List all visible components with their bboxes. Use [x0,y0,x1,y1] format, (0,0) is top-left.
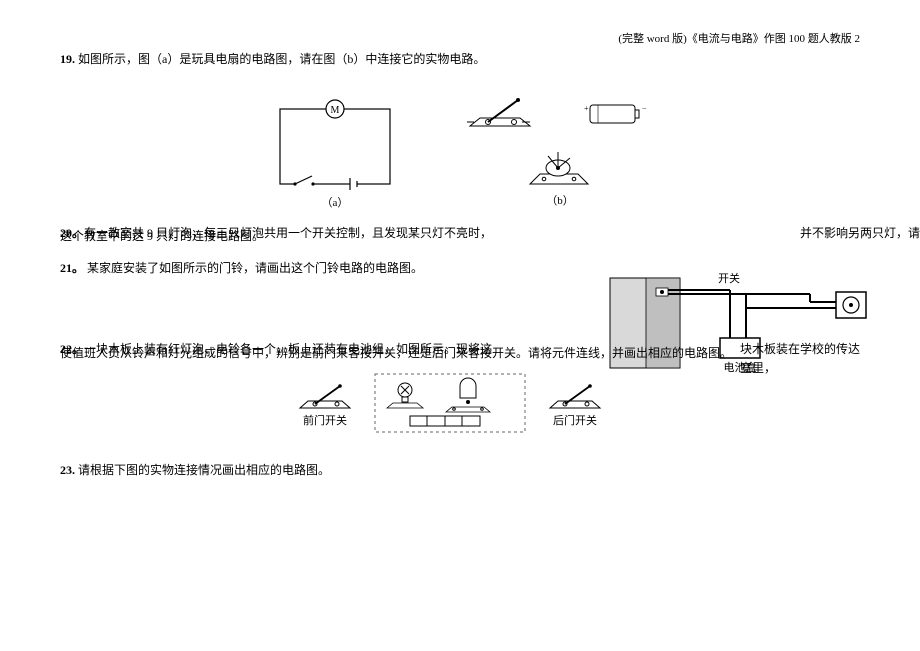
svg-text:前门开关: 前门开关 [303,413,347,427]
q22-figure: 前门开关 [60,372,860,437]
svg-text:后门开关: 后门开关 [553,413,597,427]
q20-line1b: 这个教室中的这 9 只灯的连接电路图。 [60,227,580,246]
page-header: (完整 word 版)《电流与电路》作图 100 题人教版 2 [618,30,860,46]
svg-text:M: M [331,105,340,116]
question-19: 19. 如图所示，图（a）是玩具电扇的电路图，请在图（b）中连接它的实物电路。 [60,50,860,69]
svg-text:−: − [642,104,647,113]
q23-text: 请根据下图的实物连接情况画出相应的电路图。 [78,463,330,477]
question-23: 23. 请根据下图的实物连接情况画出相应的电路图。 [60,461,860,480]
question-21: 21。 某家庭安装了如图所示的门铃，请画出这个门铃电路的电路图。 [60,259,860,278]
page: (完整 word 版)《电流与电路》作图 100 题人教版 2 19. 如图所示… [0,0,920,651]
q21-number: 21。 [60,261,84,275]
q23-number: 23. [60,463,75,477]
q19-text: 如图所示，图（a）是玩具电扇的电路图，请在图（b）中连接它的实物电路。 [78,52,485,66]
question-20: 20。有一教室共 9 只灯泡，每三只灯泡共用一个开关控制，且发现某只灯不亮时， … [60,224,860,262]
q20-right-text: 并不影响另两只灯，请你画出 [800,224,920,241]
q19-figure-a: M （a） [260,94,410,214]
q19-number: 19. [60,52,75,66]
svg-text:+: + [584,104,589,113]
q19-figure-area: M （a） [60,84,860,214]
svg-text:（b）: （b） [546,194,574,207]
q19-figure-b: + − （b） [460,84,680,214]
svg-text:（a）: （a） [322,196,349,209]
q21-text: 某家庭安装了如图所示的门铃，请画出这个门铃电路的电路图。 [87,261,423,275]
q22-line2: 使值班人员从铃声和灯光组成的信号中，辨别是前门来客按开关，还是后门来客按开关。请… [60,344,860,363]
